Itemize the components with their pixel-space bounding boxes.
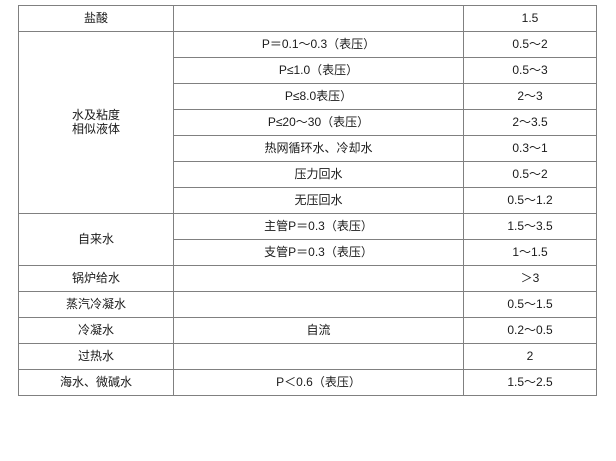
table-row: 锅炉给水 ＞3 <box>18 265 597 292</box>
table-row: 热网循环水、冷却水 0.3～1 <box>19 135 597 162</box>
cell-velocity: 2～3.5 <box>463 109 597 136</box>
cell-medium-name: 锅炉给水 <box>18 265 174 292</box>
cell-condition: P≤20～30（表压） <box>173 109 464 136</box>
cell-velocity: 0.3～1 <box>463 135 597 162</box>
cell-medium-name: 盐酸 <box>18 5 174 32</box>
table-row: 压力回水 0.5～2 <box>19 161 597 188</box>
cell-velocity: 0.5～1.5 <box>463 291 597 318</box>
cell-condition <box>173 291 464 318</box>
cell-condition <box>173 265 464 292</box>
cell-medium-name: 冷凝水 <box>18 317 174 344</box>
document-page: 盐酸 1.5 水及粘度 相似液体 P＝0.1～0.3（表压） 0.5～2 P≤1… <box>0 5 616 461</box>
medium-name-line-1: 水及粘度 <box>71 107 120 122</box>
cell-condition: P≤8.0表压） <box>173 83 464 110</box>
cell-condition: 支管P＝0.3（表压） <box>173 239 464 266</box>
media-velocity-table: 盐酸 1.5 水及粘度 相似液体 P＝0.1～0.3（表压） 0.5～2 P≤1… <box>18 5 597 396</box>
table-row: 盐酸 1.5 <box>18 5 597 32</box>
cell-condition: P＝0.1～0.3（表压） <box>173 31 464 58</box>
cell-velocity: 1.5 <box>463 5 597 32</box>
table-row: 无压回水 0.5～1.2 <box>19 187 597 214</box>
cell-condition: P≤1.0（表压） <box>173 57 464 84</box>
cell-velocity: 2～3 <box>463 83 597 110</box>
table-row: P≤1.0（表压） 0.5～3 <box>19 57 597 84</box>
cell-condition: 自流 <box>173 317 464 344</box>
medium-name-line-2: 相似液体 <box>71 121 120 136</box>
table-row: 蒸汽冷凝水 0.5～1.5 <box>18 291 597 318</box>
cell-medium-name: 蒸汽冷凝水 <box>18 291 174 318</box>
cell-velocity: 2 <box>463 343 597 370</box>
cell-velocity: ＞3 <box>463 265 597 292</box>
table-row: P≤20～30（表压） 2～3.5 <box>19 109 597 136</box>
cell-medium-name: 过热水 <box>18 343 174 370</box>
table-row: 支管P＝0.3（表压） 1～1.5 <box>19 239 597 266</box>
cell-condition: 压力回水 <box>173 161 464 188</box>
cell-condition: P＜0.6（表压） <box>173 369 464 396</box>
cell-velocity: 0.5～2 <box>463 31 597 58</box>
table-row: 过热水 2 <box>18 343 597 370</box>
cell-condition <box>173 343 464 370</box>
cell-condition: 主管P＝0.3（表压） <box>173 213 464 240</box>
cell-condition <box>173 5 464 32</box>
cell-velocity: 1～1.5 <box>463 239 597 266</box>
cell-medium-name-water: 水及粘度 相似液体 <box>18 31 174 214</box>
cell-velocity: 0.5～1.2 <box>463 187 597 214</box>
cell-medium-name-tapwater: 自来水 <box>18 213 174 266</box>
cell-condition: 热网循环水、冷却水 <box>173 135 464 162</box>
cell-velocity: 0.2～0.5 <box>463 317 597 344</box>
table-row: 自来水 主管P＝0.3（表压） 1.5～3.5 <box>18 213 597 266</box>
cell-velocity: 1.5～3.5 <box>463 213 597 240</box>
table-row: 水及粘度 相似液体 P＝0.1～0.3（表压） 0.5～2 <box>18 31 597 214</box>
cell-velocity: 1.5～2.5 <box>463 369 597 396</box>
cell-velocity: 0.5～2 <box>463 161 597 188</box>
cell-medium-name: 海水、微碱水 <box>18 369 174 396</box>
cell-velocity: 0.5～3 <box>463 57 597 84</box>
table-row: 冷凝水 自流 0.2～0.5 <box>18 317 597 344</box>
table-row: 海水、微碱水 P＜0.6（表压） 1.5～2.5 <box>18 369 597 396</box>
cell-condition: 无压回水 <box>173 187 464 214</box>
